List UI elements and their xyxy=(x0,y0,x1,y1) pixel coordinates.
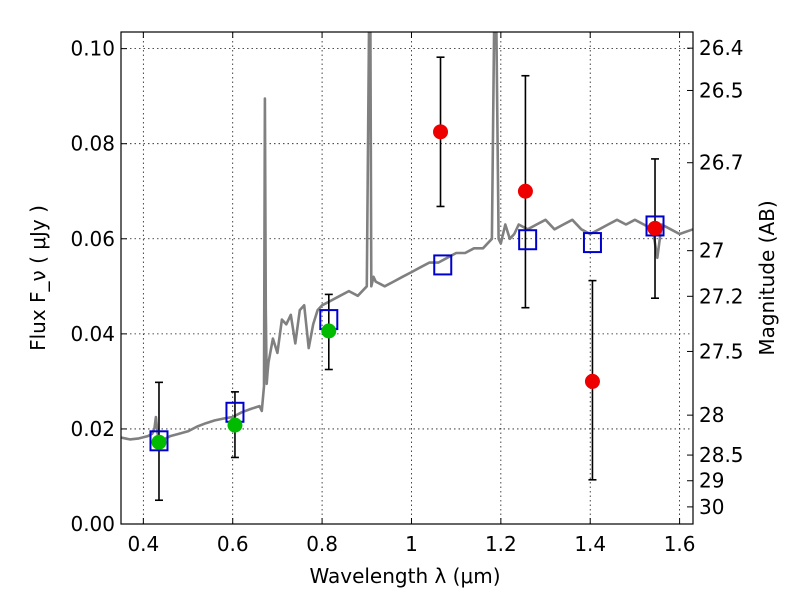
error-bars xyxy=(154,56,660,502)
right-tick-label: 27.2 xyxy=(699,284,744,308)
data-point xyxy=(647,220,663,236)
model-photometry-box xyxy=(582,232,602,254)
x-tick-label: 0.8 xyxy=(306,532,338,556)
model-photometry-box xyxy=(149,430,169,452)
model-spectrum-line xyxy=(121,32,693,443)
x-tick-label: 1.2 xyxy=(485,532,517,556)
data-point xyxy=(151,434,167,450)
y-tick-label: 0.10 xyxy=(70,37,115,61)
right-tick-label: 27 xyxy=(699,239,724,263)
data-point xyxy=(227,417,243,433)
y-tick-label: 0.06 xyxy=(70,227,115,251)
x-axis-label: Wavelength λ (μm) xyxy=(309,564,500,588)
data-point xyxy=(433,124,449,140)
y-tick-label: 0.04 xyxy=(70,322,115,346)
x-tick-label: 1 xyxy=(405,532,418,556)
y-tick-label: 0.08 xyxy=(70,132,115,156)
data-point xyxy=(584,373,600,389)
right-tick-label: 27.5 xyxy=(699,339,744,363)
right-axis-label: Magnitude (AB) xyxy=(755,200,779,355)
y-tick-label: 0.00 xyxy=(70,512,115,536)
plot-frame xyxy=(120,31,694,525)
y-tick-label: 0.02 xyxy=(70,417,115,441)
x-tick-label: 0.6 xyxy=(217,532,249,556)
x-tick-label: 0.4 xyxy=(127,532,159,556)
data-point xyxy=(517,183,533,199)
x-tick-label: 1.4 xyxy=(574,532,606,556)
data-point xyxy=(321,323,337,339)
data-markers xyxy=(149,124,665,452)
right-tick-label: 28 xyxy=(699,403,724,427)
right-tick-label: 30 xyxy=(699,495,724,519)
model-photometry-box xyxy=(433,254,453,276)
right-tick-label: 26.5 xyxy=(699,78,744,102)
right-tick-label: 29 xyxy=(699,469,724,493)
grid-lines xyxy=(121,32,693,525)
spectrum-layer xyxy=(121,32,693,443)
right-tick-label: 26.7 xyxy=(699,151,744,175)
right-tick-label: 28.5 xyxy=(699,443,744,467)
y-axis-ticks: 0.00 0.02 0.04 0.06 0.08 0.10 xyxy=(70,37,127,536)
x-tick-label: 1.6 xyxy=(664,532,696,556)
right-tick-label: 26.4 xyxy=(699,36,744,60)
x-axis-ticks: 0.4 0.6 0.8 1 1.2 1.4 1.6 xyxy=(127,32,696,556)
y-axis-label: Flux F_ν ( μJy ) xyxy=(26,205,50,351)
model-photometry-box xyxy=(518,229,538,251)
